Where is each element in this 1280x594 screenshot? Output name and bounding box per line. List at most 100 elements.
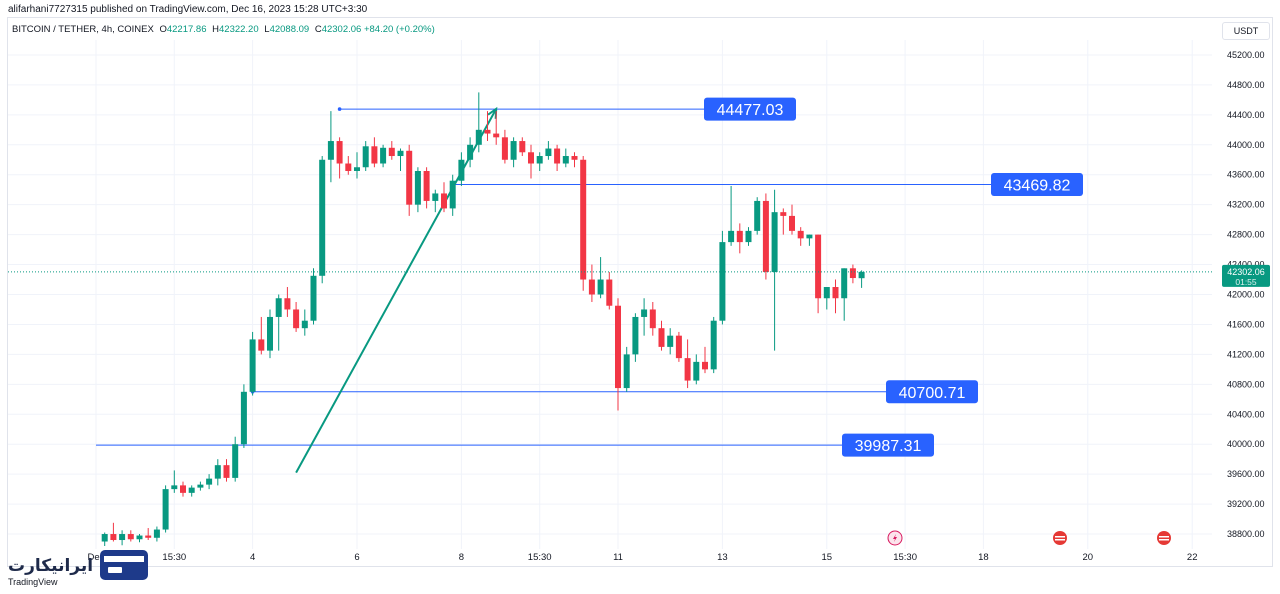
candle[interactable] (267, 309, 273, 359)
candle[interactable] (284, 287, 291, 317)
candle[interactable] (823, 287, 830, 310)
candle[interactable] (606, 272, 613, 310)
candle[interactable] (841, 268, 848, 321)
candle[interactable] (345, 156, 352, 175)
candle[interactable] (206, 474, 213, 490)
candle[interactable] (588, 264, 595, 302)
candle[interactable] (354, 152, 360, 179)
candle[interactable] (406, 144, 413, 216)
candle[interactable] (719, 230, 726, 325)
candle[interactable] (214, 459, 221, 486)
candle-body (275, 298, 282, 317)
candle[interactable] (493, 111, 500, 145)
price-level-label-box[interactable] (704, 97, 796, 121)
candle[interactable] (528, 144, 534, 179)
us-flag-icon[interactable] (1053, 531, 1067, 545)
candle[interactable] (327, 111, 334, 183)
candle[interactable] (153, 526, 160, 542)
candle[interactable] (684, 339, 691, 389)
candle[interactable] (832, 279, 839, 314)
candle[interactable] (127, 530, 134, 542)
candle[interactable] (745, 227, 752, 246)
candle[interactable] (441, 182, 447, 213)
candle[interactable] (336, 137, 343, 179)
candle[interactable] (632, 313, 639, 362)
candle[interactable] (510, 137, 517, 168)
price-level-label-box[interactable] (842, 433, 934, 457)
candle[interactable] (293, 301, 300, 332)
candle[interactable] (467, 137, 474, 168)
candle[interactable] (232, 436, 239, 482)
candle[interactable] (789, 204, 795, 235)
candle[interactable] (554, 144, 561, 171)
candle[interactable] (414, 167, 421, 213)
candle[interactable] (623, 346, 630, 392)
candle[interactable] (423, 167, 430, 209)
candle[interactable] (771, 189, 778, 351)
candle[interactable] (449, 174, 456, 216)
candle[interactable] (849, 264, 856, 284)
time-axis: Dec 15:30 4 6 8 15:30 11 13 15 15:30 18 20 22 (88, 552, 1198, 563)
candle[interactable] (815, 234, 822, 314)
candle[interactable] (319, 156, 326, 284)
candle[interactable] (571, 152, 578, 168)
us-flag-icon[interactable] (1157, 531, 1171, 545)
candle[interactable] (780, 208, 787, 235)
close-label: C (314, 24, 322, 35)
candle[interactable] (536, 152, 543, 171)
candle[interactable] (658, 320, 665, 351)
candle[interactable] (728, 185, 735, 246)
candle[interactable] (275, 294, 282, 351)
price-level-label-box[interactable] (991, 172, 1083, 196)
candle[interactable] (249, 331, 256, 396)
candle[interactable] (171, 470, 178, 493)
candle[interactable] (258, 316, 265, 355)
candle[interactable] (397, 148, 404, 171)
candle[interactable] (736, 223, 743, 254)
candle[interactable] (754, 197, 761, 235)
candle[interactable] (119, 530, 126, 546)
candle[interactable] (432, 189, 439, 213)
candle[interactable] (667, 328, 674, 355)
candle[interactable] (223, 459, 230, 482)
candle[interactable] (475, 92, 482, 153)
candle[interactable] (675, 331, 682, 362)
candle[interactable] (136, 534, 143, 543)
candle[interactable] (702, 346, 708, 374)
candle[interactable] (301, 309, 308, 336)
candle[interactable] (240, 384, 247, 448)
candle[interactable] (188, 485, 195, 497)
candle[interactable] (180, 481, 186, 497)
candle[interactable] (162, 485, 169, 533)
candle[interactable] (806, 234, 813, 246)
candle[interactable] (562, 148, 569, 168)
candle[interactable] (110, 522, 117, 542)
candle[interactable] (362, 141, 369, 171)
candle[interactable] (710, 316, 717, 374)
candle[interactable] (458, 152, 465, 186)
candle[interactable] (380, 144, 387, 168)
currency-button[interactable]: USDT (1222, 22, 1270, 40)
candle[interactable] (484, 111, 491, 142)
candle[interactable] (388, 141, 395, 160)
candle[interactable] (580, 156, 587, 291)
candle[interactable] (597, 257, 604, 299)
lightning-icon[interactable] (887, 530, 903, 546)
candle[interactable] (101, 532, 108, 547)
price-level-label-box[interactable] (886, 380, 978, 404)
candle[interactable] (197, 481, 204, 491)
candle[interactable] (501, 129, 508, 164)
candle[interactable] (545, 141, 552, 160)
candle[interactable] (145, 528, 152, 541)
candle[interactable] (797, 227, 804, 246)
candle[interactable] (310, 268, 317, 325)
candle[interactable] (693, 354, 700, 385)
candle[interactable] (858, 270, 865, 288)
candle[interactable] (371, 137, 378, 168)
candle[interactable] (762, 193, 769, 280)
candle[interactable] (519, 137, 526, 157)
candle[interactable] (641, 298, 648, 336)
candle[interactable] (615, 298, 621, 411)
candle[interactable] (649, 301, 656, 336)
